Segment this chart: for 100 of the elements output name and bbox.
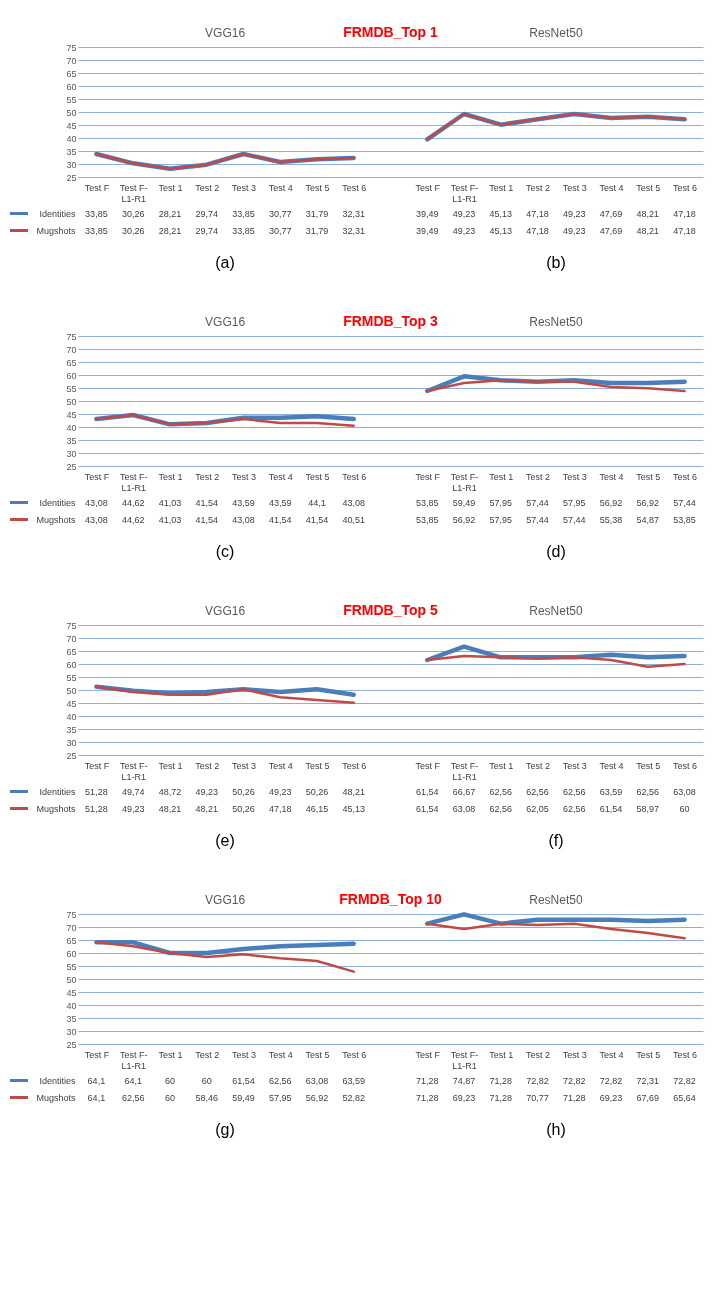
y-tick-label: 70 (66, 55, 77, 66)
x-tick-label: Test F-L1-R1 (119, 1049, 148, 1071)
x-tick-label: Test F (415, 471, 441, 482)
y-tick-label: 35 (66, 1013, 77, 1024)
y-tick-label: 65 (66, 646, 77, 657)
data-label: 53,85 (416, 497, 439, 508)
data-label: 53,85 (673, 514, 696, 525)
data-label: 62,56 (636, 786, 660, 797)
data-label: 60 (679, 803, 690, 814)
text: (b) (546, 254, 566, 271)
data-label: 43,59 (268, 497, 292, 508)
data-label: 62,56 (121, 1092, 145, 1103)
y-tick-label: 65 (66, 357, 77, 368)
text: ResNet50 (529, 315, 583, 329)
data-label: 47,69 (599, 225, 623, 236)
data-label: 56,92 (452, 514, 476, 525)
y-tick-label: 55 (66, 672, 77, 683)
y-tick-label: 65 (66, 935, 77, 946)
y-tick-label: 35 (66, 724, 77, 735)
y-tick-label: 40 (66, 1000, 77, 1011)
data-label: 57,44 (526, 497, 549, 508)
x-tick-label: Test 3 (562, 760, 587, 771)
data-label: 52,82 (342, 1092, 365, 1103)
data-label: 62,56 (489, 803, 513, 814)
data-label: 65,64 (673, 1092, 696, 1103)
data-label: 61,54 (416, 786, 439, 797)
x-tick-label: Test 2 (195, 471, 220, 482)
data-label: 49,23 (195, 786, 218, 797)
y-tick-label: 75 (66, 42, 77, 53)
data-label: 46,15 (305, 803, 329, 814)
data-label: 33,85 (232, 225, 255, 236)
data-label: 48,72 (158, 786, 182, 797)
x-tick-label: Test F-L1-R1 (450, 1049, 479, 1071)
data-label: 71,28 (416, 1075, 439, 1086)
y-tick-label: 40 (66, 133, 77, 144)
y-tick-label: 55 (66, 961, 77, 972)
x-tick-label: Test 2 (526, 182, 551, 193)
data-label: 61,54 (416, 803, 439, 814)
data-label: 64,1 (87, 1075, 106, 1086)
data-label: 69,23 (452, 1092, 476, 1103)
data-label: 62,56 (489, 786, 513, 797)
data-label: 62,56 (526, 786, 549, 797)
data-label: 50,26 (232, 803, 255, 814)
data-label: 60 (164, 1092, 175, 1103)
data-label: 31,79 (305, 208, 329, 219)
data-label: 32,31 (342, 208, 365, 219)
data-label: 47,69 (599, 208, 623, 219)
y-tick-label: 55 (66, 383, 77, 394)
chart-title: FRMDB_Top 10 (339, 891, 442, 907)
y-tick-label: 30 (66, 159, 77, 170)
y-tick-label: 60 (66, 81, 77, 92)
data-label: 72,82 (563, 1075, 586, 1086)
data-label: 29,74 (195, 208, 218, 219)
data-label: 43,59 (232, 497, 255, 508)
data-label: 62,56 (563, 786, 586, 797)
y-tick-label: 50 (66, 974, 77, 985)
y-tick-label: 60 (66, 370, 77, 381)
data-label: 44,62 (121, 497, 145, 508)
data-label: 58,97 (636, 803, 660, 814)
data-label: 41,54 (195, 497, 218, 508)
data-label: 51,28 (85, 786, 108, 797)
data-label: 45,13 (342, 803, 365, 814)
data-label: 67,69 (636, 1092, 660, 1103)
x-tick-label: Test 5 (305, 1049, 330, 1060)
text: (f) (548, 832, 564, 849)
data-label: 45,13 (489, 208, 513, 219)
x-tick-label: Test F (84, 471, 110, 482)
x-tick-label: Test 4 (599, 1049, 624, 1060)
x-tick-label: Test 5 (636, 182, 661, 193)
data-label: 49,23 (452, 225, 476, 236)
data-label: 63,59 (599, 786, 623, 797)
x-tick-label: Test 3 (562, 182, 587, 193)
data-label: 30,26 (121, 208, 145, 219)
x-tick-label: Test 5 (636, 1049, 661, 1060)
x-tick-label: Test 4 (599, 471, 624, 482)
x-tick-label: Test 1 (158, 471, 183, 482)
x-tick-label: Test 5 (636, 471, 661, 482)
x-tick-label: Test F (84, 1049, 110, 1060)
data-label: 57,44 (526, 514, 549, 525)
data-label: 57,95 (563, 497, 586, 508)
x-tick-label: Test 2 (526, 1049, 551, 1060)
y-tick-label: 70 (66, 633, 77, 644)
data-label: 61,54 (232, 1075, 255, 1086)
x-tick-label: Test F-L1-R1 (119, 760, 148, 782)
legend-label: Mugshots (36, 803, 76, 814)
x-tick-label: Test 1 (489, 760, 514, 771)
x-tick-label: Test 4 (268, 1049, 293, 1060)
x-tick-label: Test 1 (158, 760, 183, 771)
data-label: 60 (201, 1075, 212, 1086)
text: (c) (215, 543, 235, 560)
legend-label: Identities (39, 786, 76, 797)
data-label: 58,46 (195, 1092, 218, 1103)
text: (g) (215, 1121, 235, 1138)
text: ResNet50 (529, 604, 583, 618)
data-label: 57,95 (268, 1092, 292, 1103)
x-tick-label: Test 1 (489, 1049, 514, 1060)
x-tick-label: Test 6 (673, 182, 698, 193)
data-label: 28,21 (158, 225, 182, 236)
data-label: 41,54 (195, 514, 218, 525)
x-tick-label: Test 3 (231, 1049, 256, 1060)
